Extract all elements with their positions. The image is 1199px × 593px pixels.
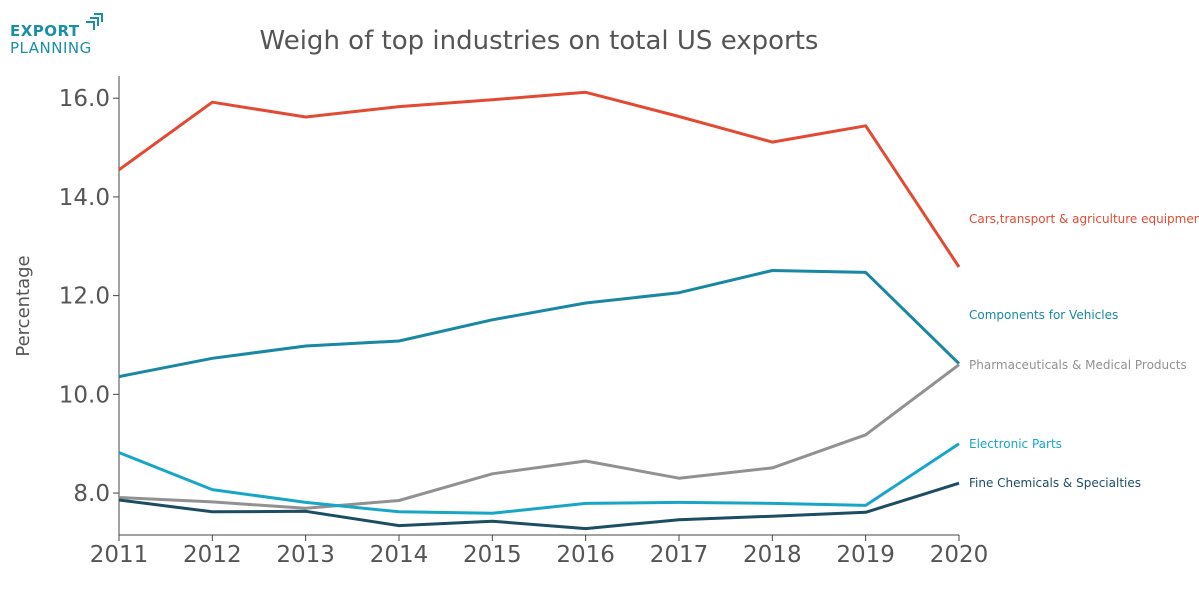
- y-tick-label: 10.0: [59, 382, 110, 408]
- logo-mark-icon: [86, 13, 103, 30]
- x-tick-label: 2018: [743, 542, 802, 568]
- series-label: Cars,transport & agriculture equipment: [969, 212, 1199, 226]
- x-tick-label: 2017: [650, 542, 709, 568]
- x-tick-label: 2020: [930, 542, 989, 568]
- y-tick-label: 8.0: [73, 481, 110, 507]
- x-tick-label: 2013: [276, 542, 335, 568]
- chart-title: Weigh of top industries on total US expo…: [259, 26, 819, 56]
- x-tick-label: 2011: [90, 542, 149, 568]
- series-label: Fine Chemicals & Specialties: [969, 476, 1141, 490]
- series-line: [118, 442, 960, 515]
- x-tick-label: 2016: [556, 542, 615, 568]
- series-labels: Cars,transport & agriculture equipment Co…: [969, 212, 1199, 490]
- series-label: Electronic Parts: [969, 437, 1062, 451]
- series-label: Pharmaceuticals & Medical Products: [969, 358, 1187, 372]
- series-lines: [118, 90, 961, 531]
- y-axis-label: Percentage: [13, 255, 34, 356]
- x-tick-label: 2012: [183, 542, 242, 568]
- y-tick-label: 12.0: [59, 284, 110, 310]
- series-line: [118, 481, 960, 531]
- series-line: [118, 90, 961, 268]
- series-line: [118, 269, 961, 379]
- y-tick-label: 14.0: [59, 185, 110, 211]
- y-tick-label: 16.0: [59, 86, 110, 112]
- export-planning-logo: EXPORT PLANNING: [10, 8, 110, 58]
- axes: 8.0 10.0 12.0 14.0 16.0 2011 2012 2013 2014 2015 2…: [13, 76, 988, 568]
- x-tick-label: 2015: [463, 542, 522, 568]
- x-tick-label: 2019: [836, 542, 895, 568]
- logo-text-export: EXPORT: [10, 22, 80, 40]
- x-tick-label: 2014: [370, 542, 429, 568]
- series-label: Components for Vehicles: [969, 308, 1118, 322]
- logo-text-planning: PLANNING: [10, 39, 92, 57]
- series-line: [118, 363, 960, 510]
